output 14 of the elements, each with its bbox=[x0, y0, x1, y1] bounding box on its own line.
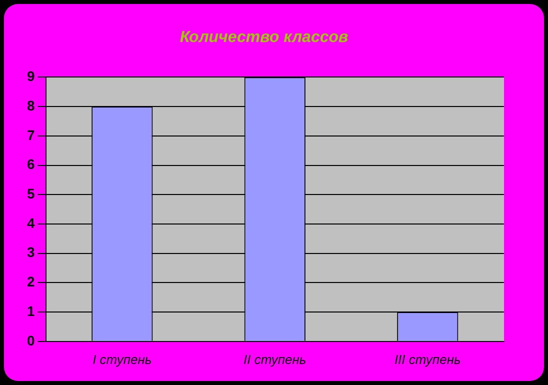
y-tick-label: 1 bbox=[26, 302, 35, 319]
y-tick-label: 2 bbox=[26, 274, 35, 290]
x-tick-label: III ступень bbox=[394, 352, 461, 367]
y-tick-label: 7 bbox=[26, 126, 35, 143]
x-tick-label: I ступень bbox=[92, 352, 152, 367]
x-tick-label: II ступень bbox=[244, 352, 306, 367]
chart-title: Количество классов bbox=[180, 29, 349, 46]
y-tick-label: 0 bbox=[26, 332, 35, 348]
y-tick-label: 4 bbox=[26, 214, 35, 231]
y-tick-label: 3 bbox=[26, 244, 35, 260]
y-tick-label: 6 bbox=[26, 156, 35, 172]
y-tick-label: 9 bbox=[26, 68, 35, 84]
y-tick-label: 5 bbox=[26, 185, 35, 202]
y-tick-label: 8 bbox=[26, 97, 35, 114]
